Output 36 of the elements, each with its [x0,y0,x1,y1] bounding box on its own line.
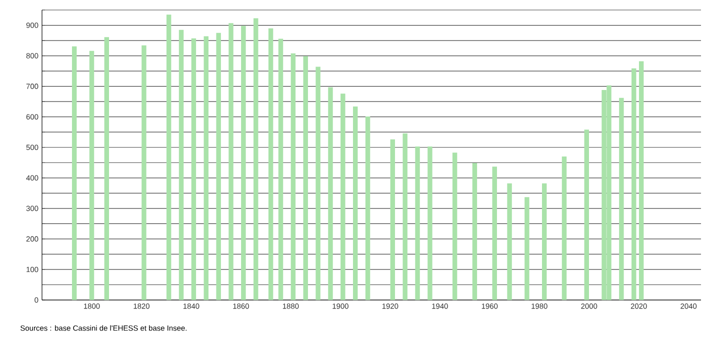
bar [340,94,346,300]
bar [303,56,308,300]
bar [542,183,547,300]
bar [216,32,221,300]
bar [472,162,478,300]
bar [316,66,320,300]
bar [452,152,458,300]
bar [268,28,274,300]
bar [178,30,184,300]
bar [191,38,196,300]
bar [415,146,420,300]
bar [390,139,396,300]
bar [328,87,333,300]
bar [142,45,146,300]
bar [507,183,512,300]
bar [365,116,370,300]
bar [402,133,408,300]
bar [278,38,284,300]
bar [524,197,530,300]
bar [428,146,432,300]
bar [632,68,636,300]
bar [241,26,246,300]
bar [254,18,258,300]
bar [352,106,358,300]
bar [492,166,497,300]
bar [290,53,296,300]
bar [204,36,208,300]
bar [104,37,110,300]
bar [89,50,94,300]
bar [638,61,644,300]
bar [72,46,77,300]
bar [619,98,624,300]
bar [228,23,234,300]
bar [584,130,589,300]
bar [166,14,172,300]
bar [562,156,567,300]
